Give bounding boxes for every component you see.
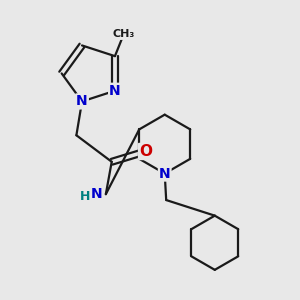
Text: N: N — [109, 84, 121, 98]
Text: H: H — [80, 190, 90, 203]
Text: CH₃: CH₃ — [112, 29, 135, 39]
Text: O: O — [139, 144, 152, 159]
Text: N: N — [91, 187, 102, 201]
Text: N: N — [159, 167, 170, 181]
Text: N: N — [76, 94, 88, 108]
